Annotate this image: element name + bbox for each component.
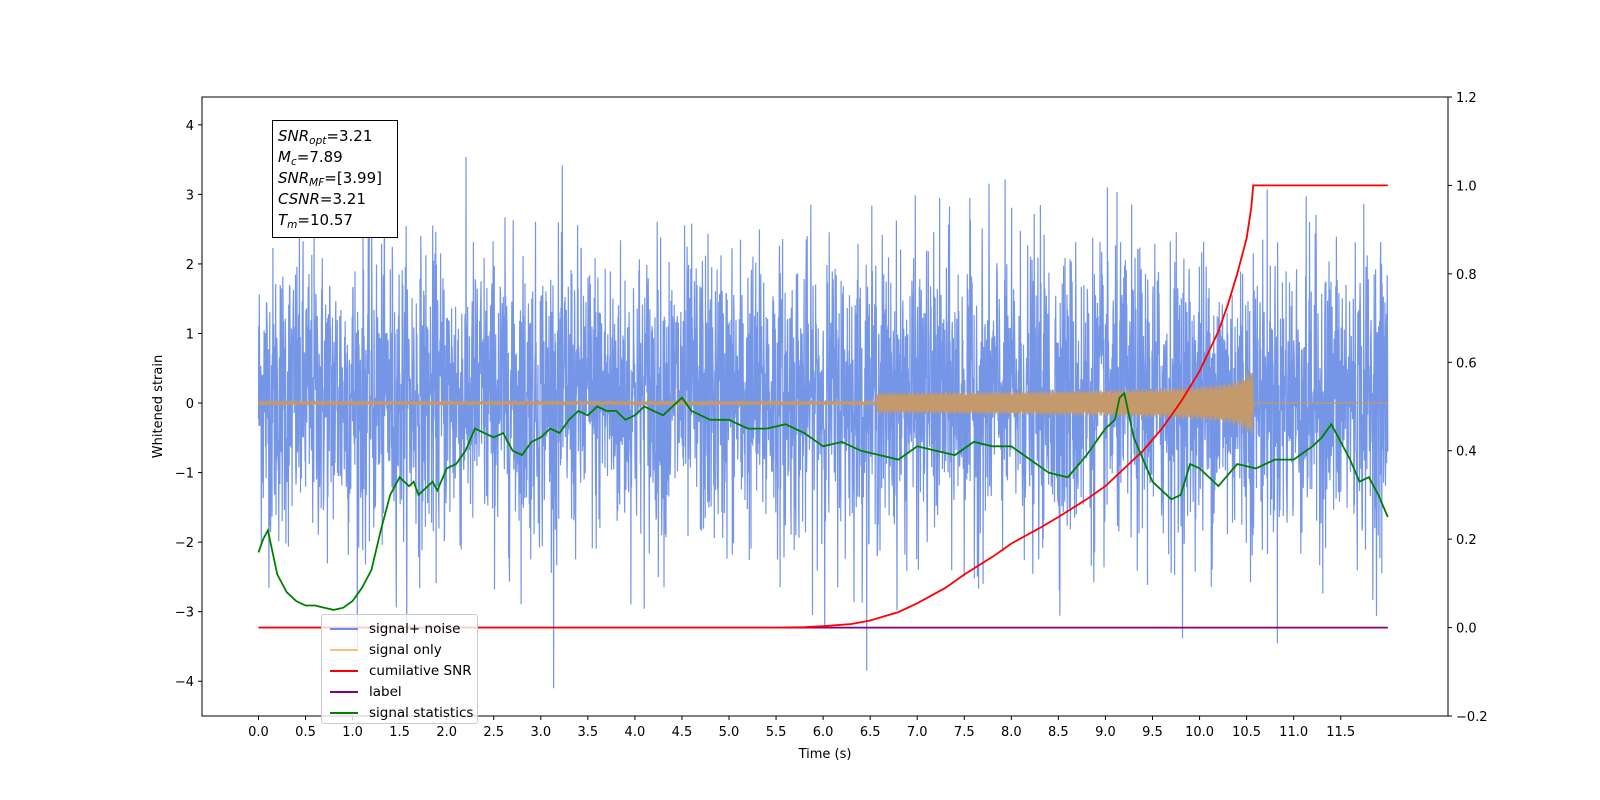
legend-label: label — [369, 683, 402, 700]
series-signal-only — [257, 372, 1388, 435]
x-tick-label: 3.5 — [578, 725, 599, 740]
tm-line: Tm=10.57 — [278, 211, 353, 231]
x-tick-label: 5.5 — [766, 725, 787, 740]
y2-tick-label: 0.4 — [1456, 445, 1477, 460]
csnr-line: CSNR=3.21 — [278, 190, 366, 208]
x-tick-label: 8.5 — [1048, 725, 1069, 740]
x-axis-label: Time (s) — [798, 747, 852, 762]
y2-tick-label: 1.0 — [1456, 179, 1477, 194]
legend-label: cumilative SNR — [369, 662, 472, 679]
series-cumulative-snr — [258, 184, 1388, 629]
x-tick-label: 2.5 — [483, 725, 504, 740]
y-tick-label: 2 — [186, 258, 194, 273]
legend-swatch — [330, 711, 358, 714]
x-tick-label: 5.0 — [719, 725, 740, 740]
x-tick-label: 7.5 — [954, 725, 975, 740]
x-tick-label: 10.5 — [1232, 725, 1261, 740]
legend-item: label — [330, 681, 477, 702]
legend-swatch — [330, 669, 358, 672]
y-tick-label: 3 — [186, 188, 194, 203]
y-tick-label: 1 — [186, 327, 194, 342]
legend-item: signal statistics — [330, 702, 477, 723]
snr-opt-line: SNRopt=3.21 — [278, 127, 373, 147]
mc-line: Mc=7.89 — [278, 148, 343, 168]
mc-value: 7.89 — [309, 148, 343, 166]
snr-opt-value: 3.21 — [338, 127, 373, 145]
y2-tick-label: 0.6 — [1456, 356, 1477, 371]
x-tick-label: 7.0 — [907, 725, 928, 740]
x-tick-label: 3.0 — [530, 725, 551, 740]
legend-item: signal only — [330, 639, 477, 660]
x-tick-label: 1.5 — [389, 725, 410, 740]
plot-area — [257, 156, 1389, 689]
y-tick-label: −1 — [175, 467, 194, 482]
legend-label: signal statistics — [369, 704, 474, 721]
csnr-value: 3.21 — [332, 190, 366, 208]
y2-tick-label: 0.0 — [1456, 622, 1477, 637]
x-tick-label: 8.0 — [1001, 725, 1022, 740]
legend-swatch — [330, 690, 358, 693]
legend-item: cumilative SNR — [330, 660, 477, 681]
snr-mf-line: SNRMF=[3.99] — [278, 169, 382, 189]
x-tick-label: 0.5 — [295, 725, 316, 740]
plot-frame — [201, 96, 1449, 717]
y-tick-label: −3 — [175, 606, 194, 621]
y-tick-label: −4 — [175, 675, 194, 690]
x-tick-label: 0.0 — [248, 725, 269, 740]
tm-value: 10.57 — [309, 211, 353, 229]
legend-swatch — [330, 648, 358, 651]
series-signal-noise — [257, 156, 1389, 689]
x-tick-label: 9.0 — [1095, 725, 1116, 740]
x-tick-label: 4.0 — [625, 725, 646, 740]
x-tick-label: 1.0 — [342, 725, 363, 740]
y-tick-label: −2 — [175, 536, 194, 551]
legend-item: signal+ noise — [330, 618, 477, 639]
series-signal-statistics — [257, 391, 1389, 611]
y-tick-label: 4 — [186, 119, 194, 134]
x-tick-label: 11.5 — [1326, 725, 1355, 740]
y-tick-label: 0 — [186, 397, 194, 412]
legend-swatch — [330, 627, 358, 630]
x-tick-label: 2.0 — [436, 725, 457, 740]
y2-tick-label: −0.2 — [1456, 710, 1488, 725]
x-tick-label: 4.5 — [672, 725, 693, 740]
legend-label: signal+ noise — [369, 620, 461, 637]
y2-tick-label: 1.2 — [1456, 91, 1477, 106]
legend-label: signal only — [369, 641, 442, 658]
y-axis-label: Whitened strain — [151, 355, 166, 458]
x-tick-label: 9.5 — [1142, 725, 1163, 740]
x-tick-label: 10.0 — [1185, 725, 1214, 740]
legend: signal+ noise signal only cumilative SNR… — [321, 614, 478, 724]
y2-tick-label: 0.8 — [1456, 268, 1477, 283]
x-tick-label: 11.0 — [1279, 725, 1308, 740]
x-tick-label: 6.5 — [860, 725, 881, 740]
x-tick-label: 6.0 — [813, 725, 834, 740]
snr-mf-value: [3.99] — [336, 169, 382, 187]
y2-tick-label: 0.2 — [1456, 533, 1477, 548]
info-annotation-box: SNRopt=3.21 Mc=7.89 SNRMF=[3.99] CSNR=3.… — [272, 120, 398, 238]
